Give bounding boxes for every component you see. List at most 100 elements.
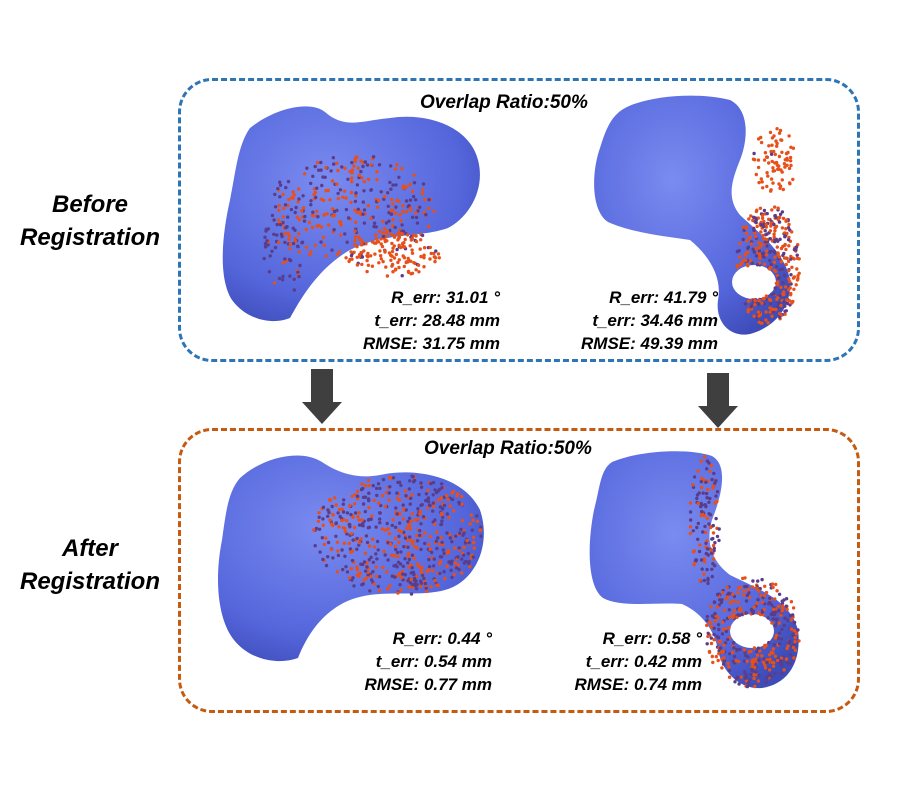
point <box>453 561 457 565</box>
point <box>364 242 368 246</box>
point <box>795 253 799 257</box>
point <box>763 229 767 233</box>
point <box>340 507 344 511</box>
point <box>775 589 779 593</box>
point <box>391 476 396 480</box>
point <box>738 241 742 246</box>
point <box>797 639 801 643</box>
rmse-value: RMSE: 0.74 mm <box>574 675 702 694</box>
point <box>703 503 707 507</box>
point <box>276 186 280 191</box>
point <box>357 173 361 177</box>
point <box>428 547 432 551</box>
point <box>759 177 763 181</box>
point <box>370 240 375 244</box>
point <box>395 550 400 555</box>
point <box>468 565 472 569</box>
point <box>783 309 787 313</box>
point <box>778 237 782 241</box>
point <box>402 545 406 549</box>
point <box>760 216 765 220</box>
point <box>406 554 410 558</box>
point <box>451 489 456 494</box>
point <box>388 584 392 588</box>
point <box>466 561 471 566</box>
point <box>733 680 737 684</box>
point <box>774 281 779 285</box>
point <box>391 518 395 522</box>
point <box>372 498 376 502</box>
point <box>702 572 706 576</box>
point <box>350 578 354 582</box>
point <box>335 570 340 574</box>
point <box>707 649 712 654</box>
point <box>422 253 426 257</box>
point <box>332 213 337 218</box>
after-femur-point-cloud <box>312 474 483 596</box>
point <box>793 640 797 644</box>
point <box>472 535 476 540</box>
point <box>445 512 449 516</box>
point <box>706 487 710 492</box>
point <box>784 597 789 601</box>
point <box>765 171 769 175</box>
point <box>771 181 775 185</box>
point <box>383 249 387 253</box>
point <box>365 254 369 258</box>
point <box>727 675 732 679</box>
point <box>714 516 718 521</box>
point <box>769 650 774 654</box>
point <box>744 672 748 677</box>
point <box>341 526 345 530</box>
point <box>420 565 424 570</box>
point <box>423 581 427 586</box>
point <box>396 260 400 265</box>
point <box>405 260 409 264</box>
point <box>436 252 441 256</box>
point <box>780 178 784 182</box>
point <box>736 675 740 680</box>
point <box>277 218 281 222</box>
point <box>727 665 731 669</box>
point <box>283 240 287 245</box>
point <box>725 637 730 642</box>
point <box>427 557 431 562</box>
point <box>408 535 412 539</box>
point <box>782 668 786 672</box>
point <box>765 155 769 159</box>
point <box>392 554 397 558</box>
point <box>768 229 773 233</box>
point <box>395 198 399 203</box>
point <box>432 251 436 256</box>
point <box>324 254 328 258</box>
point <box>399 530 403 534</box>
point <box>385 521 389 526</box>
t-err-value: t_err: 28.48 mm <box>374 311 500 330</box>
point <box>353 502 357 506</box>
point <box>419 522 423 526</box>
point <box>784 227 788 231</box>
point <box>317 511 321 515</box>
point <box>406 269 411 274</box>
point <box>756 165 761 170</box>
point <box>770 143 774 147</box>
point <box>395 491 399 495</box>
point <box>384 265 388 269</box>
point <box>778 212 783 216</box>
point <box>415 546 419 550</box>
point <box>710 574 714 579</box>
point <box>788 653 793 657</box>
point <box>391 208 395 213</box>
point <box>378 254 383 258</box>
point <box>379 503 383 508</box>
point <box>450 575 454 580</box>
point <box>349 567 353 571</box>
point <box>345 240 349 244</box>
point <box>769 189 773 193</box>
point <box>309 250 313 254</box>
point <box>789 145 793 149</box>
point <box>756 597 760 602</box>
point <box>704 541 708 545</box>
point <box>319 240 323 244</box>
